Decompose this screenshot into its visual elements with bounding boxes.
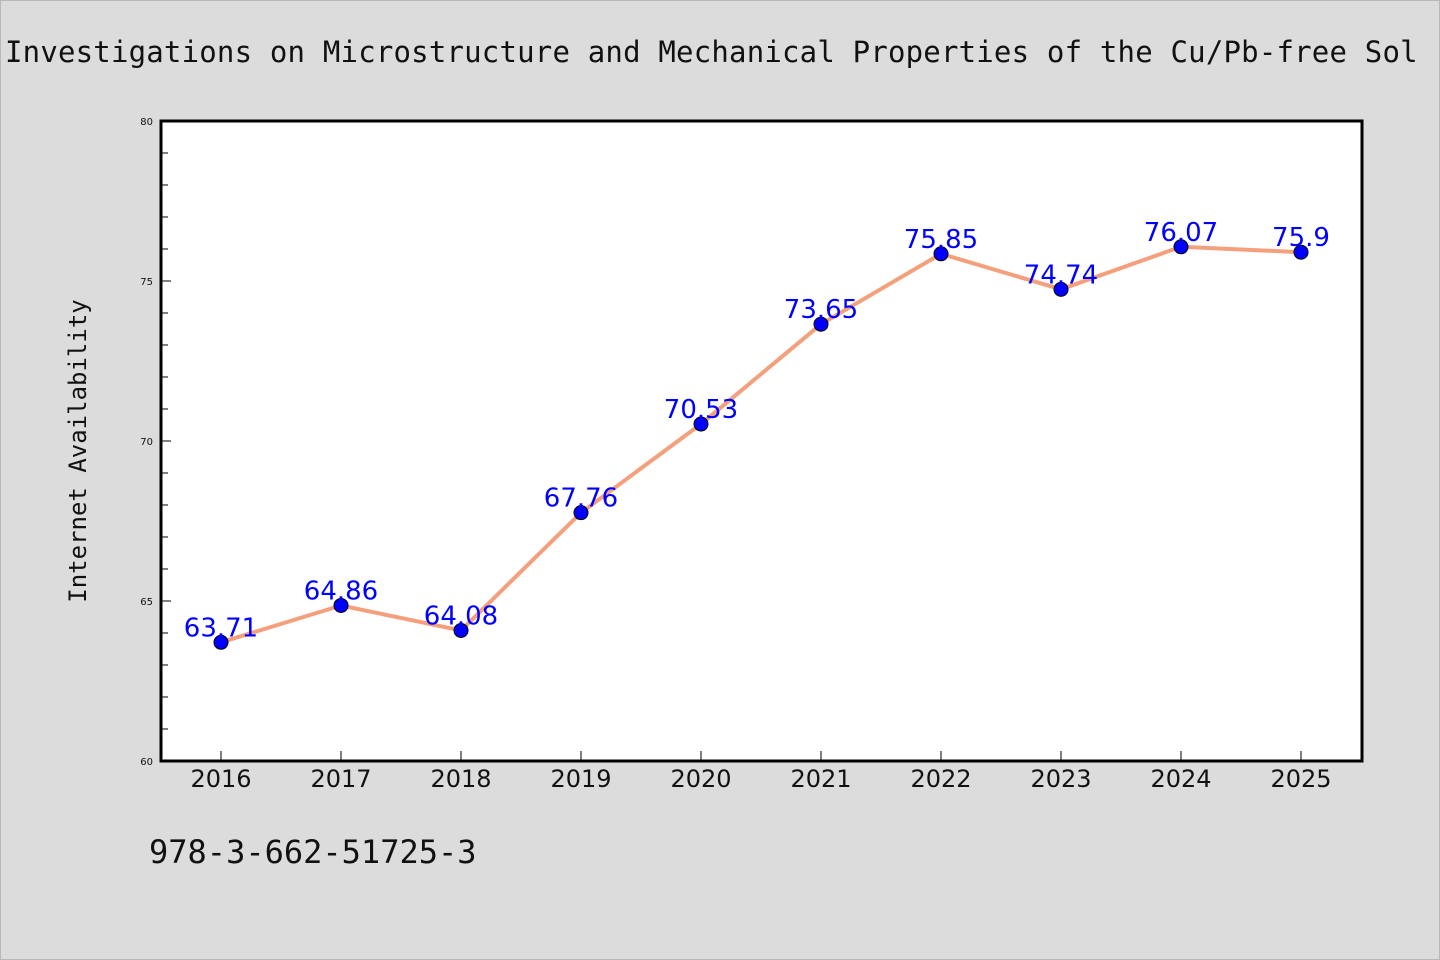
data-label: 64.08 — [424, 601, 498, 631]
data-point — [1293, 244, 1309, 260]
y-tick-label: 65 — [140, 597, 153, 608]
x-tick-label: 2021 — [790, 765, 851, 793]
y-tick-label: 60 — [140, 757, 153, 768]
y-tick-label: 80 — [140, 117, 153, 128]
x-tick-label: 2019 — [550, 765, 611, 793]
data-label: 75.9 — [1272, 223, 1330, 253]
data-point — [933, 246, 949, 262]
x-tick-label: 2018 — [430, 765, 491, 793]
x-tick-label: 2022 — [910, 765, 971, 793]
data-label: 63.71 — [184, 613, 258, 643]
data-labels: 63.71 64.86 64.08 67.76 70.53 73.65 75.85 74.74… — [184, 218, 1330, 644]
data-point — [693, 416, 709, 432]
y-axis: 60 65 70 75 80 — [140, 117, 171, 768]
x-axis: 2016 2017 2018 2019 2020 2021 2022 2023 2024 2025 — [190, 751, 1332, 793]
data-point — [813, 316, 829, 332]
x-tick-label: 2025 — [1270, 765, 1331, 793]
data-series — [213, 239, 1309, 650]
data-point — [1053, 281, 1069, 297]
y-axis-label: Internet Availability — [64, 299, 92, 602]
data-label: 76.07 — [1144, 218, 1218, 248]
x-tick-label: 2024 — [1150, 765, 1211, 793]
data-label: 70.53 — [664, 395, 738, 425]
x-tick-label: 2020 — [670, 765, 731, 793]
data-point — [213, 634, 229, 650]
data-point — [573, 505, 589, 521]
data-label: 75.85 — [904, 225, 978, 255]
x-tick-label: 2017 — [310, 765, 371, 793]
series-line — [219, 244, 1303, 645]
x-tick-label: 2016 — [190, 765, 251, 793]
x-tick-label: 2023 — [1030, 765, 1091, 793]
data-label: 73.65 — [784, 295, 858, 325]
data-label: 67.76 — [544, 484, 618, 514]
data-point — [453, 622, 469, 638]
y-tick-label: 70 — [140, 437, 153, 448]
isbn-text: 978-3-662-51725-3 — [149, 833, 477, 871]
data-point — [1173, 239, 1189, 255]
data-label: 64.86 — [304, 576, 378, 606]
plot-area — [159, 119, 1364, 763]
chart-title: Investigations on Microstructure and Mec… — [5, 35, 1418, 69]
data-label: 74.74 — [1024, 260, 1098, 290]
data-point — [333, 597, 349, 613]
y-tick-label: 75 — [140, 277, 153, 288]
